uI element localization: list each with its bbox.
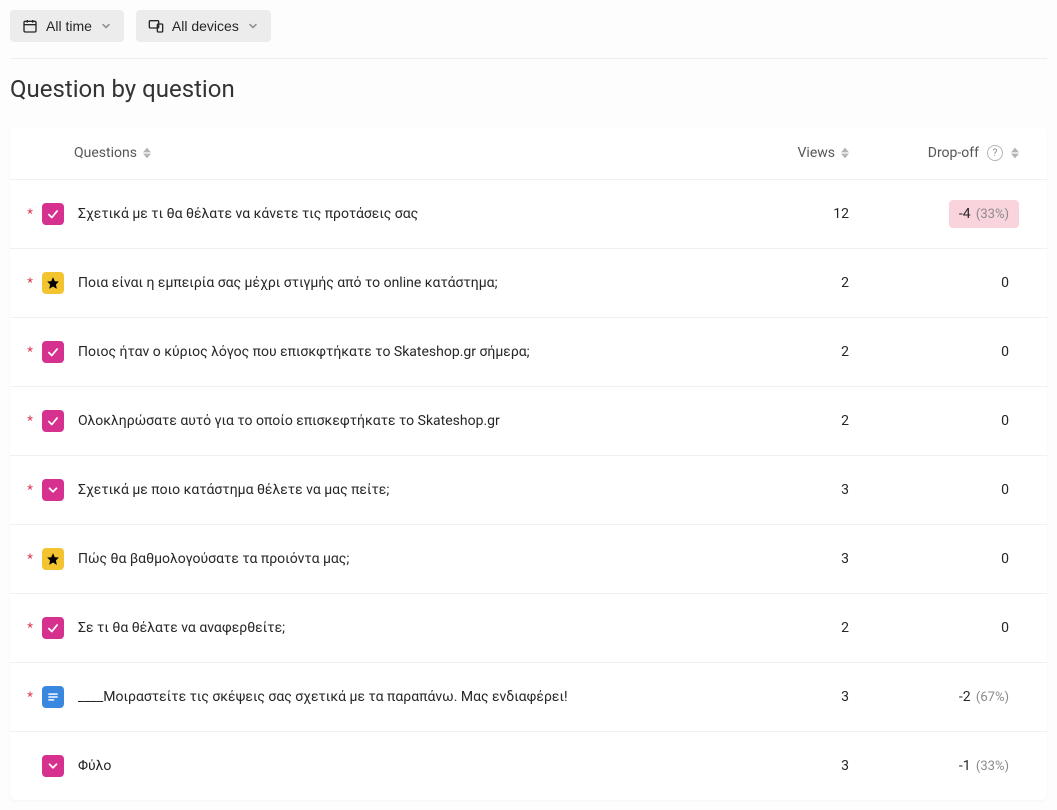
devices-icon (148, 18, 164, 34)
question-text: Πώς θα βαθμολογούσατε τα προιόντα μας; (74, 551, 729, 567)
questions-table: Questions Views Drop-off ? * Σχετικά με τ… (10, 127, 1047, 800)
dropoff-value: 0 (991, 476, 1019, 504)
views-value: 2 (841, 275, 849, 291)
views-value: 2 (841, 344, 849, 360)
time-filter-button[interactable]: All time (10, 10, 124, 42)
dropoff-value: 0 (991, 338, 1019, 366)
required-marker: * (18, 207, 42, 222)
required-marker: * (18, 276, 42, 291)
star-icon (42, 272, 64, 294)
table-row[interactable]: * Ποιος ήταν ο κύριος λόγος που επισκφτήκ… (10, 317, 1047, 386)
sort-icon (143, 147, 151, 159)
views-value: 3 (841, 551, 849, 567)
views-value: 12 (833, 206, 849, 222)
question-text: ____Μοιραστείτε τις σκέψεις σας σχετικά … (74, 689, 729, 705)
col-questions-label: Questions (74, 145, 137, 161)
table-row[interactable]: * Πώς θα βαθμολογούσατε τα προιόντα μας; 3… (10, 524, 1047, 593)
col-dropoff-label: Drop-off (928, 145, 979, 161)
table-row[interactable]: * Σε τι θα θέλατε να αναφερθείτε; 2 0 (10, 593, 1047, 662)
dropoff-value: 0 (991, 407, 1019, 435)
col-views-label: Views (798, 145, 836, 161)
table-row[interactable]: * ____Μοιραστείτε τις σκέψεις σας σχετικά… (10, 662, 1047, 731)
help-icon[interactable]: ? (987, 145, 1003, 161)
check-icon (42, 203, 64, 225)
sort-icon (841, 147, 849, 159)
devices-filter-button[interactable]: All devices (136, 10, 271, 42)
dropoff-value: 0 (991, 545, 1019, 573)
table-row[interactable]: * Ολοκληρώσατε αυτό για το οποίο επισκεφτ… (10, 386, 1047, 455)
filters-bar: All time All devices (10, 10, 1047, 58)
views-value: 3 (841, 689, 849, 705)
dropoff-value: -4 (33%) (949, 200, 1019, 228)
table-row[interactable]: * Σχετικά με ποιο κατάστημα θέλετε να μας… (10, 455, 1047, 524)
chevron-down-icon (247, 20, 259, 32)
check-icon (42, 617, 64, 639)
question-text: Φύλο (74, 758, 729, 774)
check-icon (42, 410, 64, 432)
views-value: 2 (841, 620, 849, 636)
sort-icon (1011, 147, 1019, 159)
table-row[interactable]: * Ποια είναι η εμπειρία σας μέχρι στιγμής… (10, 248, 1047, 317)
table-header: Questions Views Drop-off ? (10, 127, 1047, 179)
dropoff-value: -2 (67%) (949, 683, 1019, 711)
col-questions[interactable]: Questions (74, 145, 729, 161)
required-marker: * (18, 621, 42, 636)
col-views[interactable]: Views (798, 145, 850, 161)
page-title: Question by question (10, 59, 1047, 127)
chevron-down-icon (100, 20, 112, 32)
col-dropoff[interactable]: Drop-off ? (928, 145, 1019, 161)
question-text: Σχετικά με τι θα θέλατε να κάνετε τις πρ… (74, 206, 729, 222)
dropoff-value: -1 (33%) (949, 752, 1019, 780)
views-value: 2 (841, 413, 849, 429)
question-text: Ποια είναι η εμπειρία σας μέχρι στιγμής … (74, 275, 729, 291)
time-filter-label: All time (46, 18, 92, 34)
question-text: Σχετικά με ποιο κατάστημα θέλετε να μας … (74, 482, 729, 498)
required-marker: * (18, 690, 42, 705)
table-row[interactable]: * Σχετικά με τι θα θέλατε να κάνετε τις π… (10, 179, 1047, 248)
question-text: Σε τι θα θέλατε να αναφερθείτε; (74, 620, 729, 636)
chev-icon (42, 479, 64, 501)
views-value: 3 (841, 482, 849, 498)
required-marker: * (18, 552, 42, 567)
text-icon (42, 686, 64, 708)
question-text: Ποιος ήταν ο κύριος λόγος που επισκφτήκα… (74, 344, 729, 360)
required-marker: * (18, 414, 42, 429)
calendar-icon (22, 18, 38, 34)
table-row[interactable]: Φύλο 3 -1 (33%) (10, 731, 1047, 800)
star-icon (42, 548, 64, 570)
devices-filter-label: All devices (172, 18, 239, 34)
chev-icon (42, 755, 64, 777)
dropoff-value: 0 (991, 614, 1019, 642)
required-marker: * (18, 483, 42, 498)
dropoff-value: 0 (991, 269, 1019, 297)
check-icon (42, 341, 64, 363)
required-marker: * (18, 345, 42, 360)
question-text: Ολοκληρώσατε αυτό για το οποίο επισκεφτή… (74, 413, 729, 429)
views-value: 3 (841, 758, 849, 774)
